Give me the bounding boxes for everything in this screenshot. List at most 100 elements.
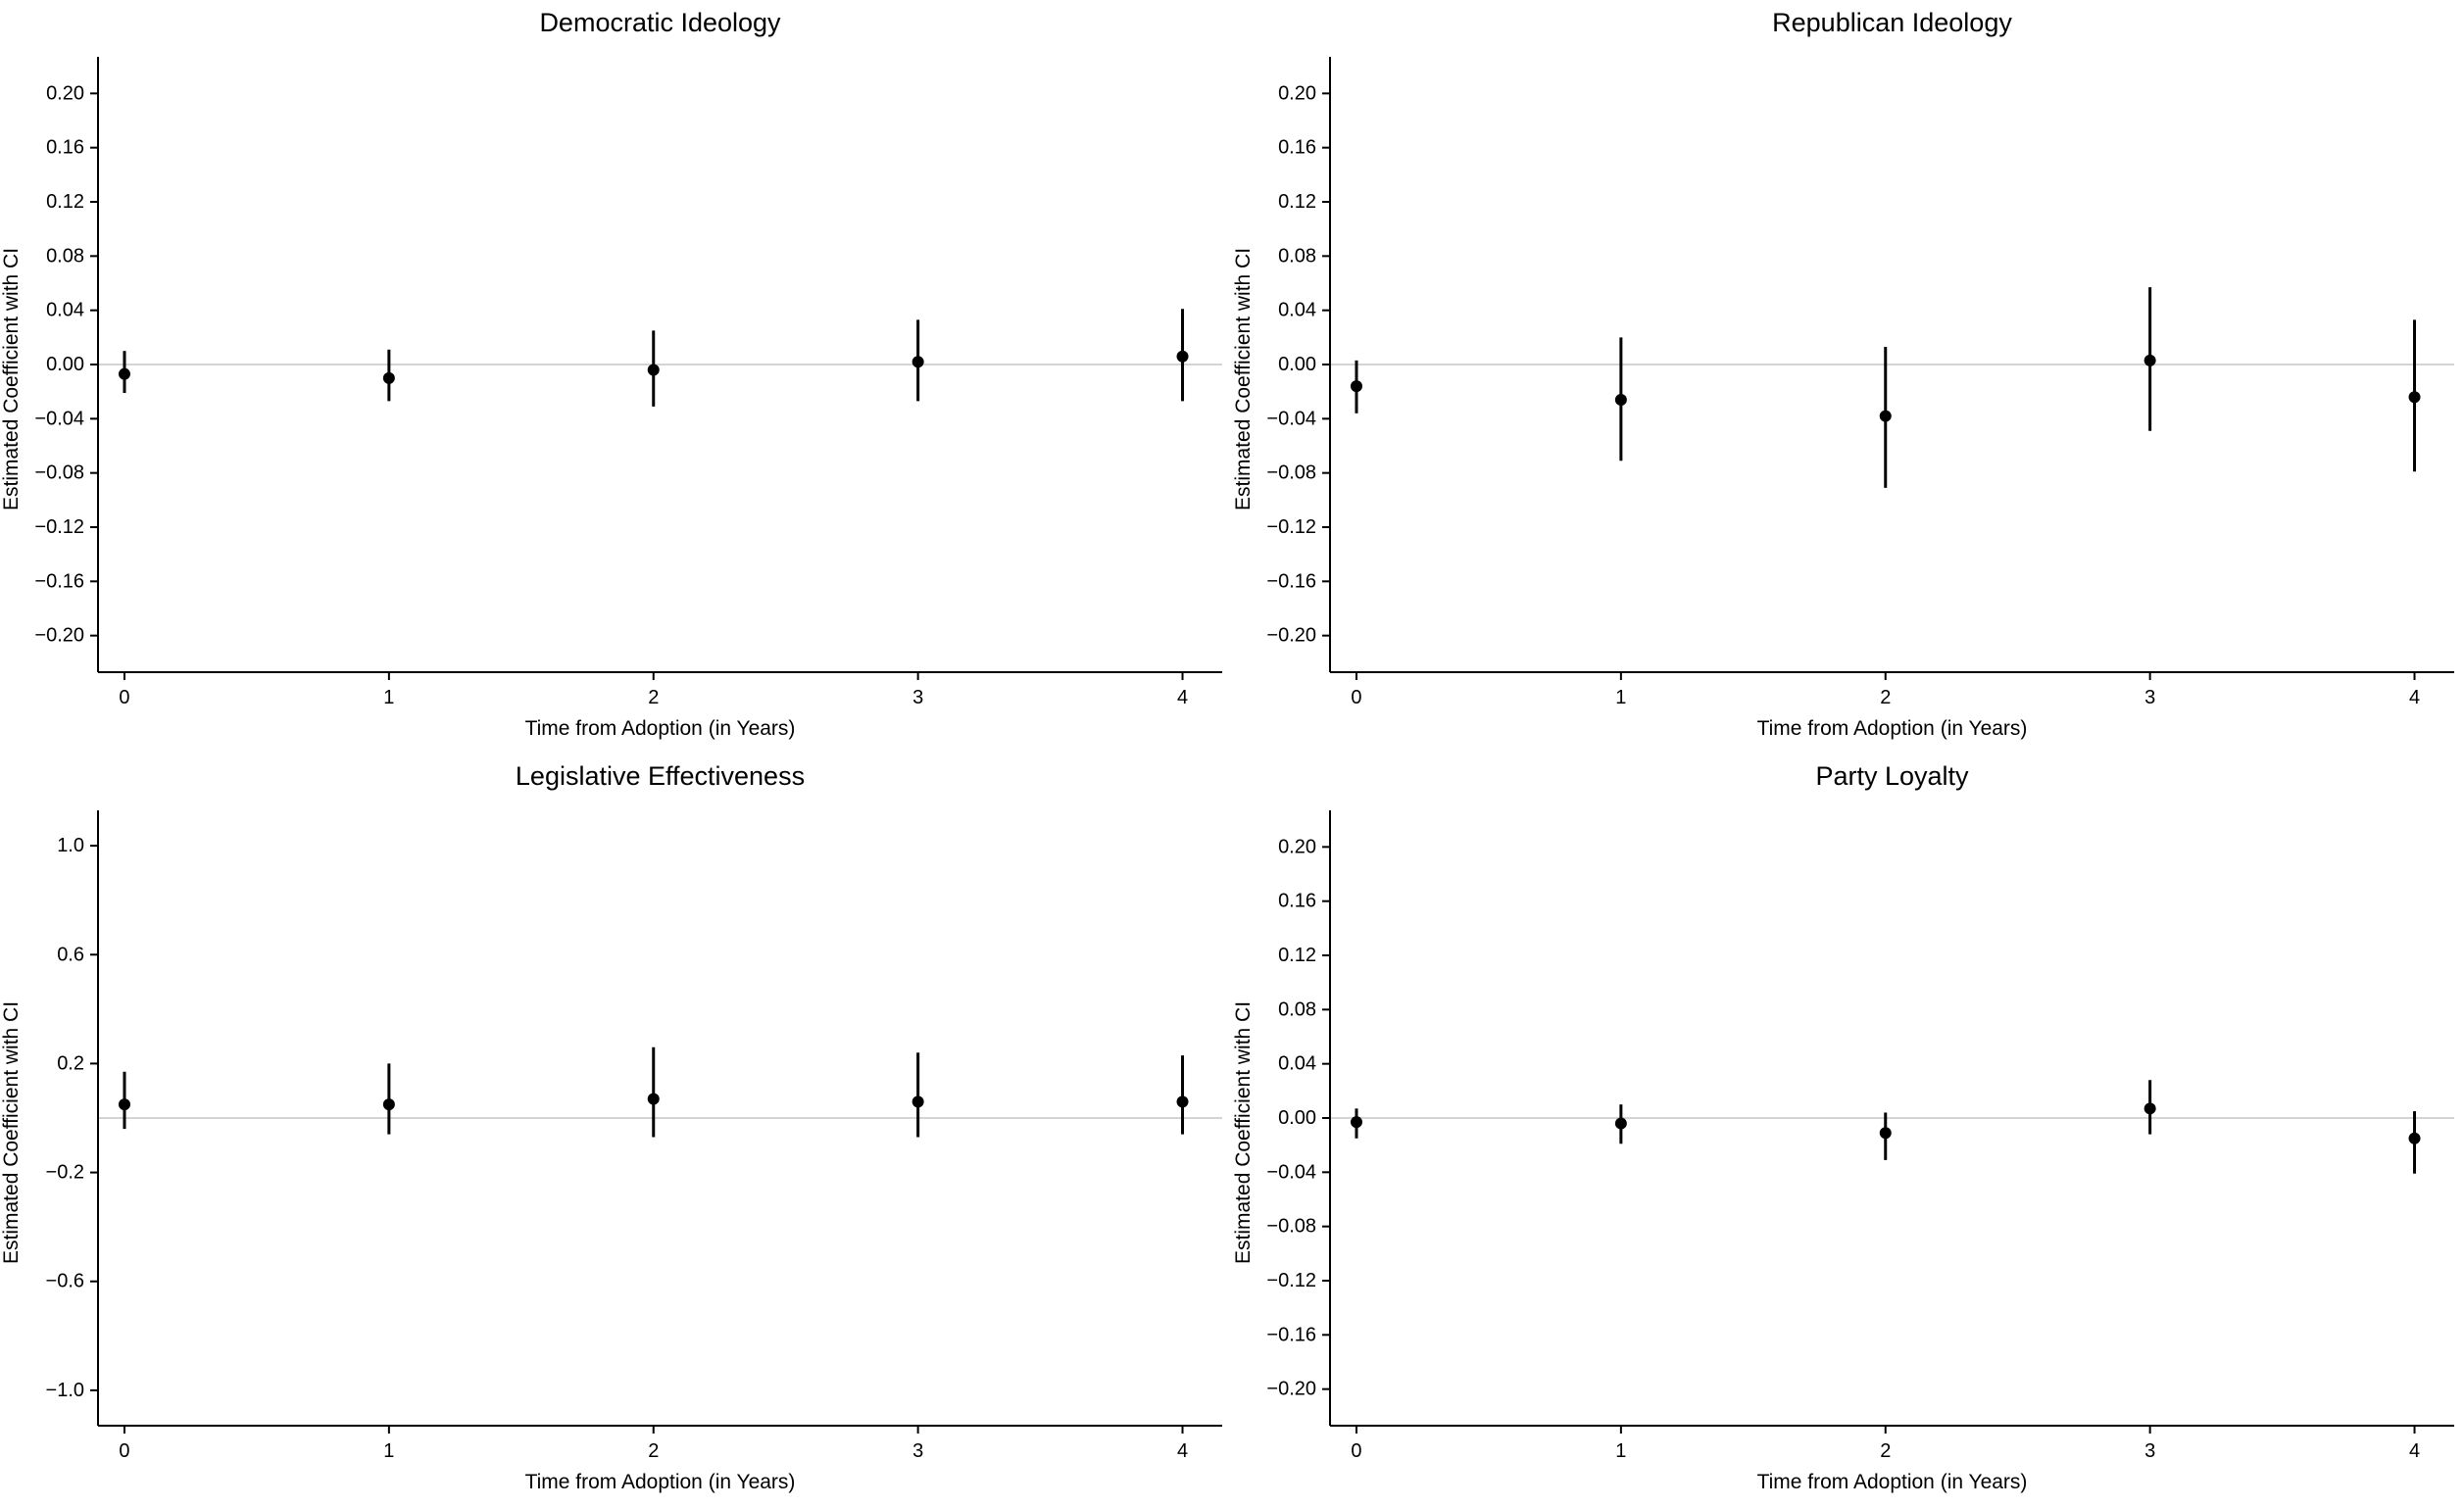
- y-tick-label: 0.04: [46, 300, 84, 321]
- chart-title: Party Loyalty: [1815, 761, 1969, 791]
- x-tick-label: 1: [383, 687, 394, 708]
- y-tick-label: −0.12: [1267, 516, 1316, 538]
- y-tick-label: −0.08: [35, 462, 84, 484]
- chart-body: Estimated Coefficient with CI 1.0 0.6 0.2 −…: [0, 799, 1232, 1466]
- point-estimate-marker: [1176, 1095, 1189, 1108]
- x-tick-label: 3: [2144, 1440, 2155, 1462]
- x-tick-label: 4: [2409, 687, 2420, 708]
- y-tick-label: 0.00: [1278, 1107, 1316, 1129]
- x-tick-label: 0: [119, 687, 129, 708]
- y-tick-label: 0.12: [1278, 945, 1316, 966]
- panel-legislative-effectiveness: Legislative Effectiveness Estimated Coef…: [0, 754, 1232, 1507]
- y-tick-label: −0.04: [1267, 408, 1316, 429]
- point-estimate-marker: [382, 371, 395, 384]
- y-tick-label: −0.08: [1267, 1216, 1316, 1238]
- y-tick-label: 0.12: [1278, 191, 1316, 213]
- y-tick-label: −0.04: [1267, 1161, 1316, 1183]
- x-tick-label: 2: [648, 687, 659, 708]
- x-tick-label: 0: [119, 1440, 129, 1462]
- chart-plot-legislative-effectiveness: 1.0 0.6 0.2 −0.2 −0.6 −1.0 0 1 2 3 4: [46, 810, 1222, 1462]
- x-axis-title: Time from Adoption (in Years): [1756, 717, 2028, 740]
- y-tick-label: 0.2: [57, 1052, 84, 1074]
- y-tick-label: 0.00: [46, 354, 84, 375]
- panel-democratic-ideology: Democratic Ideology Estimated Coefficien…: [0, 0, 1232, 754]
- chart-body: Estimated Coefficient with CI 0.20 0.16 0.…: [1232, 45, 2464, 712]
- y-tick-label: 0.6: [57, 944, 84, 965]
- x-tick-label: 1: [1615, 687, 1626, 708]
- y-tick-label: −0.2: [46, 1162, 84, 1184]
- point-estimate-marker: [912, 1095, 924, 1108]
- point-estimate-marker: [1176, 350, 1189, 363]
- y-tick-label: −0.12: [35, 516, 84, 538]
- y-tick-label: −0.20: [1267, 625, 1316, 647]
- point-estimate-marker: [2144, 354, 2156, 366]
- chart-title: Legislative Effectiveness: [515, 761, 806, 791]
- y-tick-label: 1.0: [57, 835, 84, 856]
- chart-body: Estimated Coefficient with CI 0.20 0.16 0.…: [0, 45, 1232, 712]
- point-estimate-marker: [1879, 1127, 1892, 1140]
- y-tick-label: 0.08: [1278, 245, 1316, 267]
- point-estimate-marker: [1614, 1117, 1627, 1130]
- x-tick-label: 1: [383, 1440, 394, 1462]
- point-estimate-marker: [912, 356, 924, 368]
- y-tick-label: −0.20: [35, 625, 84, 647]
- point-estimate-marker: [2144, 1102, 2156, 1115]
- x-tick-label: 0: [1351, 1440, 1361, 1462]
- y-tick-label: −0.12: [1267, 1270, 1316, 1291]
- chart-title: Democratic Ideology: [539, 8, 781, 37]
- point-estimate-marker: [1879, 410, 1892, 422]
- x-tick-label: 4: [1177, 687, 1188, 708]
- y-tick-label: 0.04: [1278, 1053, 1316, 1075]
- chart-plot-republican-ideology: 0.20 0.16 0.12 0.08 0.04 0.00 −0.04 −0.08 −0.12 −…: [1267, 57, 2454, 708]
- point-estimate-marker: [1614, 393, 1627, 406]
- x-tick-label: 4: [1177, 1440, 1188, 1462]
- y-axis-title: Estimated Coefficient with CI: [1232, 247, 1255, 511]
- point-estimate-marker: [647, 364, 660, 376]
- y-tick-label: 0.00: [1278, 354, 1316, 375]
- chart-body: Estimated Coefficient with CI 0.20 0.16 0.…: [1232, 799, 2464, 1466]
- y-tick-label: 0.08: [1278, 998, 1316, 1020]
- y-tick-label: 0.20: [1278, 82, 1316, 104]
- x-tick-label: 2: [648, 1440, 659, 1462]
- y-tick-label: 0.16: [1278, 891, 1316, 912]
- point-estimate-marker: [1350, 380, 1362, 393]
- y-tick-label: 0.20: [1278, 836, 1316, 857]
- y-tick-label: 0.04: [1278, 300, 1316, 321]
- x-tick-label: 2: [1880, 687, 1891, 708]
- y-tick-label: −0.16: [1267, 1324, 1316, 1345]
- y-tick-label: 0.12: [46, 191, 84, 213]
- y-axis-title: Estimated Coefficient with CI: [0, 247, 23, 511]
- panel-party-loyalty: Party Loyalty Estimated Coefficient with…: [1232, 754, 2464, 1507]
- x-tick-label: 1: [1615, 1440, 1626, 1462]
- y-tick-label: −1.0: [46, 1380, 84, 1401]
- point-estimate-marker: [2408, 1132, 2421, 1144]
- y-tick-label: −0.6: [46, 1271, 84, 1292]
- y-axis-title: Estimated Coefficient with CI: [1232, 1000, 1255, 1264]
- y-tick-label: 0.08: [46, 245, 84, 267]
- y-tick-label: 0.20: [46, 82, 84, 104]
- point-estimate-marker: [647, 1093, 660, 1105]
- x-axis-title: Time from Adoption (in Years): [524, 717, 796, 740]
- y-tick-label: 0.16: [1278, 137, 1316, 159]
- x-tick-label: 3: [912, 1440, 923, 1462]
- y-axis-title: Estimated Coefficient with CI: [0, 1000, 23, 1264]
- x-tick-label: 3: [2144, 687, 2155, 708]
- x-tick-label: 4: [2409, 1440, 2420, 1462]
- point-estimate-marker: [2408, 391, 2421, 404]
- x-axis-title: Time from Adoption (in Years): [1756, 1471, 2028, 1493]
- x-axis-title: Time from Adoption (in Years): [524, 1471, 796, 1493]
- point-estimate-marker: [1350, 1116, 1362, 1129]
- x-tick-label: 2: [1880, 1440, 1891, 1462]
- y-tick-label: −0.08: [1267, 462, 1316, 484]
- y-tick-label: −0.20: [1267, 1379, 1316, 1400]
- point-estimate-marker: [382, 1098, 395, 1111]
- point-estimate-marker: [118, 1098, 130, 1111]
- chart-plot-party-loyalty: 0.20 0.16 0.12 0.08 0.04 0.00 −0.04 −0.08 −0.12 −…: [1267, 810, 2454, 1462]
- panel-republican-ideology: Republican Ideology Estimated Coefficien…: [1232, 0, 2464, 754]
- chart-title: Republican Ideology: [1772, 8, 2012, 37]
- chart-plot-democratic-ideology: 0.20 0.16 0.12 0.08 0.04 0.00 −0.04 −0.08 −0.12 −…: [35, 57, 1222, 708]
- x-tick-label: 0: [1351, 687, 1361, 708]
- y-tick-label: −0.16: [35, 570, 84, 592]
- point-estimate-marker: [118, 367, 130, 380]
